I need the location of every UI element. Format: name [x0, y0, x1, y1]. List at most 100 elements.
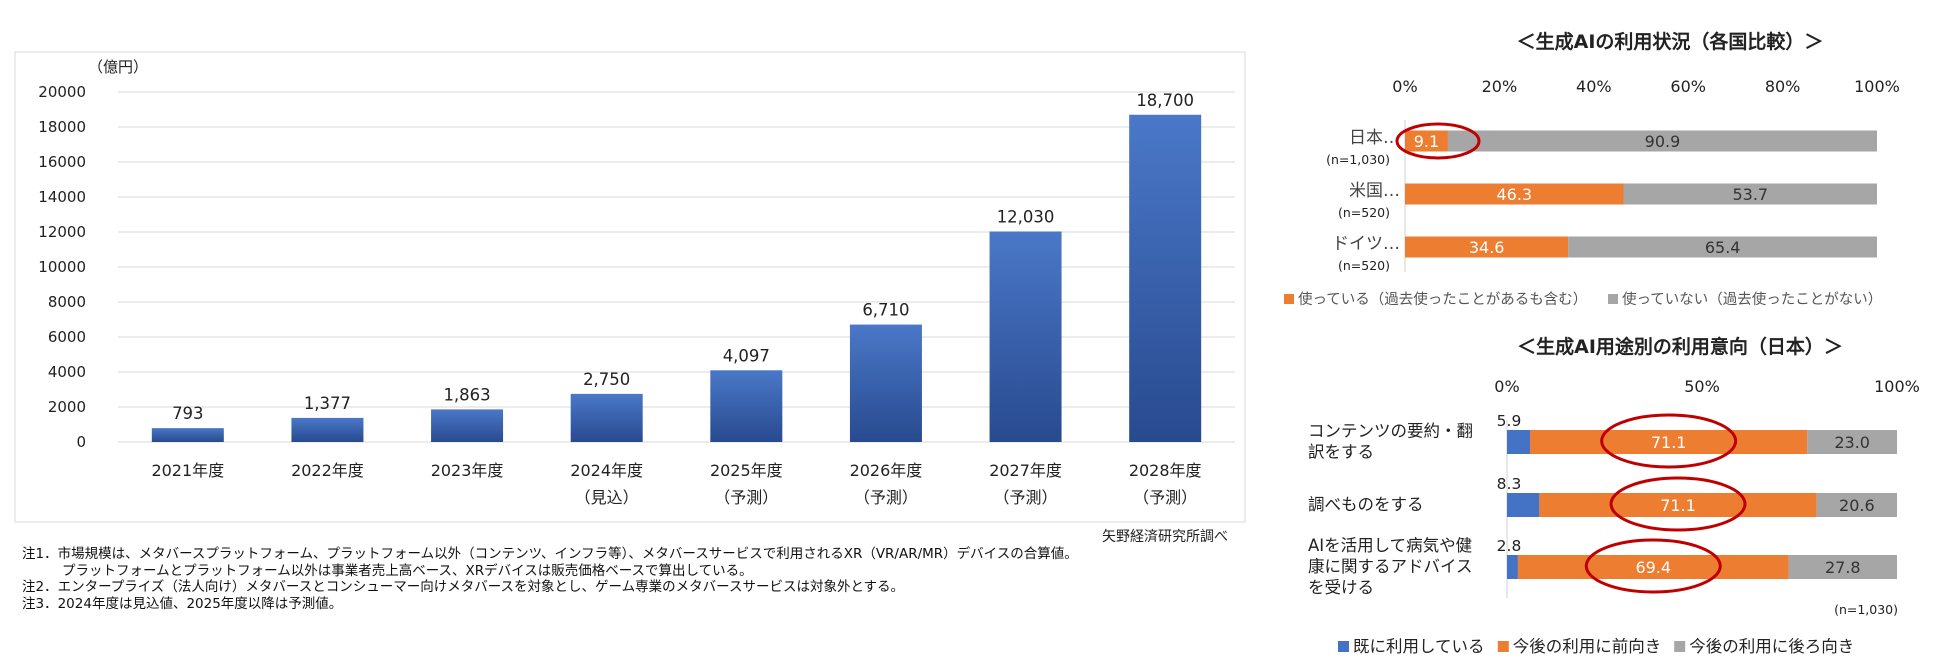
x-tick-label: 0% — [1494, 377, 1519, 396]
bar-segment-using — [1405, 236, 1569, 258]
bar-value-label: 12,030 — [997, 207, 1055, 226]
sample-size-note: (n=1,030) — [1834, 602, 1898, 617]
y-tick-label: 2000 — [48, 398, 86, 416]
usage-chart-title: ＜生成AI用途別の利用意向（日本）＞ — [1517, 335, 1843, 358]
x-tick-label: 100% — [1874, 377, 1920, 396]
segment-value-label: 46.3 — [1496, 185, 1532, 204]
segment-value-label: 34.6 — [1469, 238, 1505, 257]
category-sample-size: (n=520) — [1338, 258, 1390, 273]
y-tick-label: 16000 — [38, 153, 86, 171]
bar — [570, 393, 643, 442]
bar-value-label: 1,377 — [304, 394, 351, 413]
legend-swatch — [1284, 294, 1294, 304]
country-usage-chart: ＜生成AIの利用状況（各国比較）＞ 0% 20% 40% 60% 80% 100% 9.1 9… — [1284, 30, 1900, 308]
segment-value-label: 27.8 — [1825, 558, 1861, 577]
segment-value-label: 5.9 — [1497, 412, 1522, 430]
category-sample-size: (n=1,030) — [1326, 152, 1390, 167]
legend-swatch — [1674, 641, 1686, 652]
footnotes: 注1．市場規模は、メタバースプラットフォーム、プラットフォーム以外（コンテンツ、… — [22, 546, 1078, 612]
category-label: 日本… — [1349, 128, 1400, 148]
category-label: 調べものをする — [1308, 495, 1424, 514]
highlight-circle — [1600, 413, 1738, 469]
legend-label: 今後の利用に前向き — [1513, 637, 1662, 656]
bar-segment-positive — [1517, 555, 1789, 579]
x-tick-label: 2023年度 — [431, 461, 504, 480]
bar-segment-using — [1405, 183, 1624, 205]
bar-value-label: 6,710 — [862, 301, 909, 320]
x-tick-sublabel: （予測） — [854, 488, 918, 507]
y-tick-label: 4000 — [48, 363, 86, 381]
bar-segment-negative — [1816, 493, 1897, 517]
y-tick-label: 12000 — [38, 223, 86, 241]
bar-segment-negative — [1788, 555, 1897, 579]
highlight-circle — [1395, 122, 1481, 160]
legend-swatch — [1497, 641, 1509, 652]
category-label: 訳をする — [1308, 443, 1374, 462]
y-tick-label: 6000 — [48, 328, 86, 346]
legend-swatch — [1338, 641, 1349, 652]
bar-value-label: 18,700 — [1136, 91, 1194, 110]
category-label: AIを活用して病気や健 — [1308, 536, 1472, 555]
x-tick-label: 50% — [1684, 377, 1720, 396]
bar-value-label: 4,097 — [723, 346, 770, 365]
bar-value-label: 1,863 — [443, 385, 490, 404]
bar-segment-not-using — [1568, 236, 1877, 258]
x-tick-label: 2028年度 — [1129, 461, 1202, 480]
note-1: 注1．市場規模は、メタバースプラットフォーム、プラットフォーム以外（コンテンツ、… — [22, 546, 1078, 562]
bar-segment-positive — [1530, 430, 1808, 454]
x-tick-label: 40% — [1576, 77, 1612, 96]
category-label: 康に関するアドバイス — [1308, 557, 1473, 576]
x-tick-sublabel: （予測） — [714, 488, 778, 507]
bar-value-label: 793 — [172, 404, 204, 423]
segment-value-label: 53.7 — [1732, 185, 1768, 204]
bar-segment-positive — [1539, 493, 1817, 517]
legend-swatch — [1608, 294, 1618, 304]
bar — [710, 370, 783, 442]
note-3: 注3．2024年度は見込値、2025年度以降は予測値。 — [22, 595, 343, 612]
x-tick-sublabel: （予測） — [994, 488, 1058, 507]
segment-value-label: 2.8 — [1497, 537, 1522, 555]
segment-value-label: 71.1 — [1660, 496, 1696, 515]
bar — [849, 324, 922, 442]
y-tick-label: 10000 — [38, 258, 86, 276]
legend-label: 今後の利用に後ろ向き — [1689, 637, 1854, 656]
usage-intent-chart: ＜生成AI用途別の利用意向（日本）＞ 0% 50% 100% 5.9 71.1 23.0 コ… — [1308, 335, 1920, 656]
x-tick-label: 0% — [1392, 77, 1417, 96]
note-2: 注2．エンタープライズ（法人向け）メタバースとコンシューマー向けメタバースを対象… — [22, 579, 905, 595]
y-tick-label: 0 — [76, 433, 86, 451]
x-tick-label: 80% — [1765, 77, 1801, 96]
legend-label: 既に利用している — [1353, 637, 1485, 656]
category-sample-size: (n=520) — [1338, 205, 1390, 220]
bar-segment-not-using — [1447, 130, 1877, 152]
y-tick-label: 14000 — [38, 188, 86, 206]
category-label: 米国… — [1349, 181, 1400, 201]
x-tick-sublabel: （予測） — [1133, 488, 1197, 507]
highlight-circle — [1584, 538, 1722, 594]
market-size-bar-chart: （億円） 0 2000 4000 6000 8000 10000 12000 14000 160… — [14, 51, 1246, 545]
segment-value-label: 20.6 — [1839, 496, 1875, 515]
category-label: を受ける — [1308, 578, 1374, 597]
y-axis-unit-label: （億円） — [88, 58, 148, 76]
x-tick-label: 2021年度 — [151, 461, 224, 480]
segment-value-label: 71.1 — [1651, 433, 1687, 452]
x-tick-sublabel: （見込） — [575, 488, 639, 507]
bar — [151, 428, 224, 442]
bar-segment-using — [1405, 130, 1448, 152]
x-tick-label: 60% — [1670, 77, 1706, 96]
bar — [291, 417, 364, 442]
category-label: コンテンツの要約・翻 — [1308, 422, 1473, 441]
x-tick-label: 2025年度 — [710, 461, 783, 480]
x-tick-label: 2027年度 — [989, 461, 1062, 480]
x-tick-label: 20% — [1482, 77, 1518, 96]
bar — [989, 231, 1062, 442]
bar-segment-negative — [1807, 430, 1897, 454]
chart-frame — [14, 51, 1246, 523]
bar — [431, 409, 504, 442]
x-tick-label: 100% — [1854, 77, 1900, 96]
legend-label: 使っている（過去使ったことがあるも含む） — [1298, 291, 1587, 308]
bar — [1129, 114, 1202, 442]
segment-value-label: 65.4 — [1705, 238, 1741, 257]
y-tick-label: 18000 — [38, 118, 86, 136]
bar-segment-already-using — [1507, 493, 1540, 517]
